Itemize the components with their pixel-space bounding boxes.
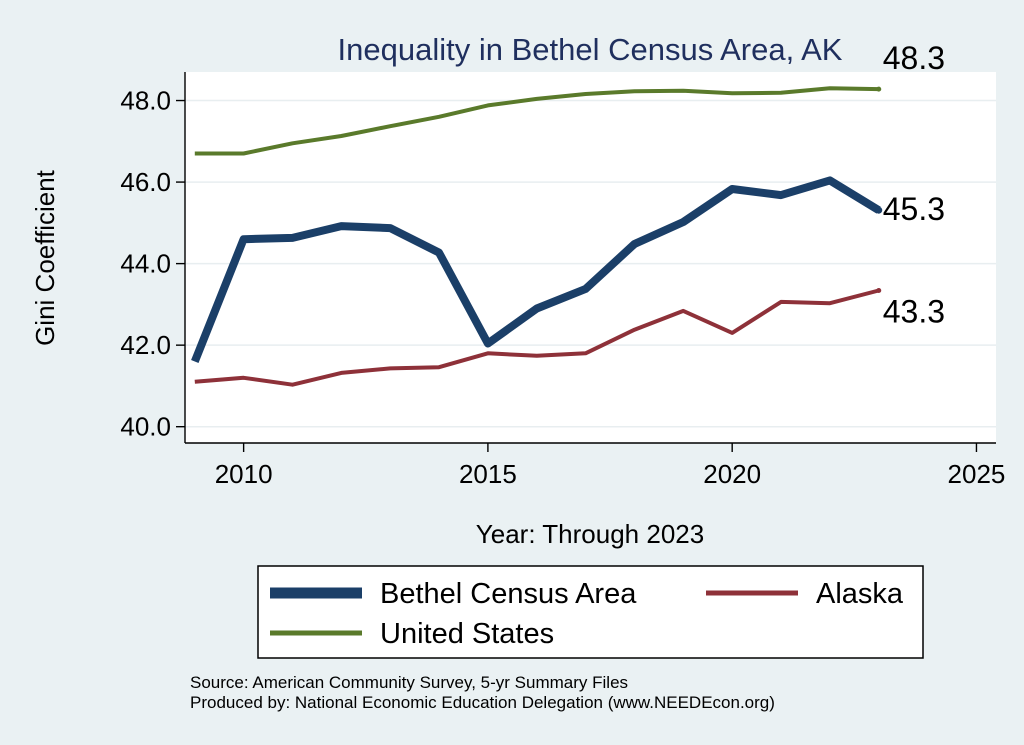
series-end-marker-us bbox=[876, 86, 882, 92]
x-tick-label: 2015 bbox=[459, 459, 517, 489]
source-line-1: Source: American Community Survey, 5-yr … bbox=[190, 673, 628, 692]
end-label-bethel: 45.3 bbox=[883, 191, 945, 227]
legend: Bethel Census Area Alaska United States bbox=[257, 565, 924, 659]
x-tick-label: 2025 bbox=[948, 459, 1006, 489]
legend-box bbox=[257, 565, 924, 659]
y-tick-label: 40.0 bbox=[120, 412, 171, 442]
series-end-marker-alaska bbox=[876, 288, 882, 294]
series-layer bbox=[191, 86, 883, 387]
series-end-marker-bethel bbox=[875, 206, 883, 214]
legend-label-bethel: Bethel Census Area bbox=[380, 578, 637, 610]
label-layer: 43.3 48.3 45.3 bbox=[883, 40, 945, 329]
series-line-alaska bbox=[194, 288, 880, 387]
plot-area bbox=[185, 72, 996, 443]
source-line-2: Produced by: National Economic Education… bbox=[190, 693, 775, 712]
x-tick-label: 2020 bbox=[703, 459, 761, 489]
y-tick-label: 44.0 bbox=[120, 249, 171, 279]
legend-label-alaska: Alaska bbox=[816, 578, 904, 610]
x-tick-label: 2010 bbox=[215, 459, 273, 489]
y-tick-label: 48.0 bbox=[120, 86, 171, 116]
axis-layer: 40.0 42.0 44.0 46.0 48.0 2010 2015 2020 2025 bbox=[120, 72, 1005, 489]
y-tick-label: 46.0 bbox=[120, 167, 171, 197]
series-line-us bbox=[194, 86, 879, 156]
series-line-bethel bbox=[191, 176, 881, 363]
end-label-alaska: 43.3 bbox=[883, 294, 945, 330]
y-tick-label: 42.0 bbox=[120, 330, 171, 360]
legend-label-us: United States bbox=[380, 618, 554, 650]
end-label-us: 48.3 bbox=[883, 40, 945, 76]
x-axis-title: Year: Through 2023 bbox=[476, 519, 704, 549]
chart-title: Inequality in Bethel Census Area, AK bbox=[338, 32, 843, 67]
grid-layer bbox=[185, 99, 996, 428]
y-axis-title: Gini Coefficient bbox=[30, 169, 60, 346]
